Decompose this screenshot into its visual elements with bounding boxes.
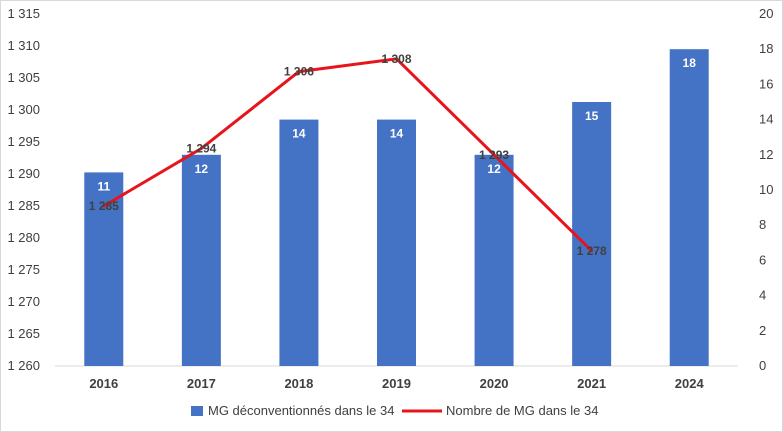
line-point <box>297 70 301 74</box>
bar-value-labels: 11 12 14 14 12 15 18 <box>97 56 696 193</box>
x-axis-tick-label: 2016 <box>89 376 118 391</box>
right-axis-tick-label: 20 <box>759 6 773 21</box>
line-value-label: 1 285 <box>89 199 119 213</box>
left-axis-tick-label: 1 275 <box>7 262 40 277</box>
bar <box>279 119 319 366</box>
line-value-label: 1 293 <box>479 148 509 162</box>
bar-value-label: 12 <box>487 162 501 176</box>
right-axis-tick-label: 2 <box>759 323 766 338</box>
line-point <box>395 57 398 61</box>
line-value-label: 1 294 <box>186 141 216 155</box>
line-value-label: 1 308 <box>381 52 411 66</box>
left-axis: 1 260 1 265 1 270 1 275 1 280 1 285 1 290 1 295… <box>7 6 40 373</box>
bar-value-label: 15 <box>585 109 599 123</box>
left-axis-tick-label: 1 310 <box>7 38 40 53</box>
bar-value-label: 18 <box>683 56 697 70</box>
right-axis-tick-label: 10 <box>759 182 773 197</box>
bar-value-label: 11 <box>97 179 110 193</box>
x-axis-tick-label: 2024 <box>675 376 705 391</box>
left-axis-tick-label: 1 270 <box>7 294 40 309</box>
legend: MG déconventionnés dans le 34 Nombre de … <box>191 403 598 418</box>
left-axis-tick-label: 1 285 <box>7 198 40 213</box>
left-axis-tick-label: 1 290 <box>7 166 40 181</box>
line-point <box>199 146 203 150</box>
bar <box>474 154 514 366</box>
left-axis-tick-label: 1 280 <box>7 230 40 245</box>
x-axis: 2016 2017 2018 2019 2020 2021 2024 <box>89 376 704 391</box>
left-axis-tick-label: 1 300 <box>7 102 40 117</box>
line-point <box>492 153 496 157</box>
series-line <box>103 57 593 252</box>
right-axis-tick-label: 14 <box>759 112 773 127</box>
right-axis-tick-label: 0 <box>759 358 766 373</box>
bar <box>181 154 221 366</box>
right-axis-tick-label: 8 <box>759 217 766 232</box>
line-value-label: 1 278 <box>577 244 607 258</box>
bar <box>572 102 612 366</box>
bar-value-label: 14 <box>292 127 306 141</box>
legend-label-bar: MG déconventionnés dans le 34 <box>208 403 394 418</box>
bar-series <box>84 49 709 366</box>
bar <box>377 119 416 366</box>
left-axis-tick-label: 1 305 <box>7 70 40 85</box>
left-axis-tick-label: 1 315 <box>7 6 40 21</box>
right-axis-tick-label: 6 <box>759 252 766 267</box>
bar-value-label: 14 <box>390 127 404 141</box>
line-point <box>590 249 594 253</box>
x-axis-tick-label: 2018 <box>284 376 313 391</box>
x-axis-tick-label: 2017 <box>187 376 216 391</box>
line-value-label: 1 306 <box>284 65 314 79</box>
x-axis-tick-label: 2019 <box>382 376 411 391</box>
right-axis: 0 2 4 6 8 10 12 14 16 18 20 <box>759 6 773 373</box>
bar-value-label: 12 <box>195 162 209 176</box>
x-axis-tick-label: 2020 <box>480 376 509 391</box>
line-point <box>102 204 106 208</box>
left-axis-tick-label: 1 260 <box>7 358 40 373</box>
legend-label-line: Nombre de MG dans le 34 <box>446 403 598 418</box>
bar <box>669 49 709 366</box>
left-axis-tick-label: 1 295 <box>7 134 40 149</box>
x-axis-tick-label: 2021 <box>577 376 606 391</box>
right-axis-tick-label: 12 <box>759 147 773 162</box>
left-axis-tick-label: 1 265 <box>7 326 40 341</box>
line-value-labels: 1 285 1 294 1 306 1 308 1 293 1 278 <box>89 52 607 258</box>
right-axis-tick-label: 16 <box>759 76 773 91</box>
legend-swatch-bar <box>191 406 203 416</box>
right-axis-tick-label: 18 <box>759 41 773 56</box>
line-series <box>102 57 594 253</box>
right-axis-tick-label: 4 <box>759 288 766 303</box>
